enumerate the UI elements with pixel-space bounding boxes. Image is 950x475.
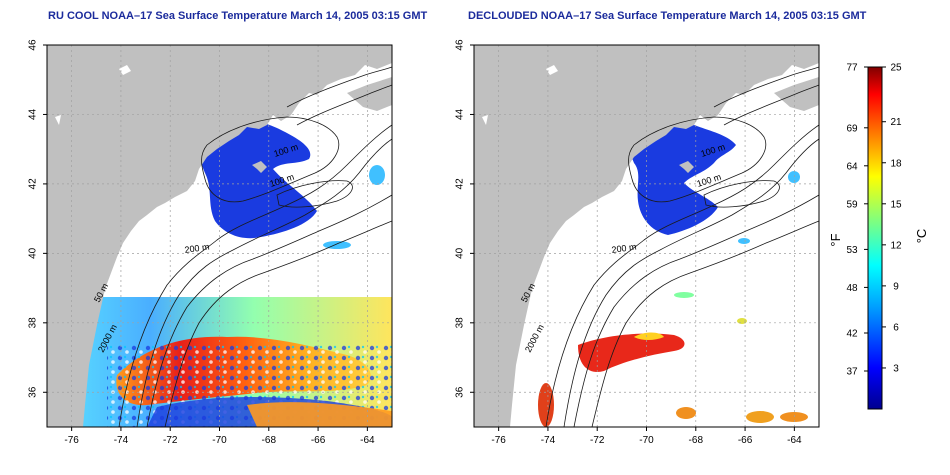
- celsius-tick-label: 25: [890, 63, 902, 74]
- grid: [474, 44, 819, 427]
- shelf-patch: [738, 238, 750, 244]
- celsius-tick-label: 15: [890, 199, 902, 210]
- lat-tick-label: 40: [455, 247, 466, 259]
- bathymetry-contour: [703, 180, 780, 208]
- bathymetry-contour: [276, 180, 353, 208]
- bathymetry-contour: [723, 84, 820, 126]
- celsius-tick-label: 18: [890, 158, 902, 169]
- celsius-tick-label: 21: [890, 117, 902, 128]
- celsius-tick-label: 6: [893, 322, 899, 333]
- lon-tick-label: -64: [787, 435, 802, 446]
- warm-eddy-edge: [634, 332, 664, 340]
- celsius-tick-label: 12: [890, 240, 902, 251]
- lon-tick-label: -68: [689, 435, 704, 446]
- lat-tick-label: 38: [28, 317, 39, 329]
- lat-tick-label: 42: [28, 178, 39, 190]
- right-panel-title: DECLOUDED NOAA–17 Sea Surface Temperatur…: [468, 10, 867, 22]
- bathymetry-contour: [563, 138, 820, 428]
- bathymetry-contour: [146, 194, 393, 428]
- land-mass: [47, 45, 392, 427]
- contour-label: 200 m: [184, 242, 210, 255]
- colorbar: 25 21 18 15 12 9 6 3 77 69 64 59 53 48 42 37 °F °C: [828, 63, 929, 410]
- lon-tick-label: -66: [311, 435, 326, 446]
- warm-eddy: [578, 333, 685, 372]
- bathymetry-contour: [713, 66, 820, 108]
- lat-tick-label: 44: [28, 108, 39, 120]
- shelf-patch: [369, 165, 385, 185]
- bathymetry-contours: [545, 66, 820, 428]
- lake: [55, 115, 61, 125]
- fahrenheit-tick-label: 53: [846, 245, 858, 256]
- lon-tick-label: -74: [114, 435, 129, 446]
- lat-tick-label: 38: [455, 317, 466, 329]
- lon-tick-label: -68: [262, 435, 277, 446]
- fahrenheit-tick-label: 77: [846, 63, 858, 74]
- warm-patch: [674, 292, 694, 298]
- contour-label: 200 m: [611, 242, 637, 255]
- axis-ticks: -76 -74 -72 -70 -68 -66 -64 36 38 40 42 44 46: [455, 39, 802, 446]
- colorbar-gradient: [867, 66, 883, 410]
- warm-patch: [780, 412, 808, 422]
- celsius-tick-label: 9: [893, 281, 899, 292]
- bathymetry-contour: [286, 66, 393, 108]
- grid: [47, 44, 392, 427]
- lon-tick-label: -70: [212, 435, 227, 446]
- bathymetry-contour: [628, 116, 767, 203]
- celsius-unit-label: °C: [914, 229, 929, 244]
- lon-tick-label: -76: [491, 435, 506, 446]
- lat-tick-label: 46: [28, 39, 39, 51]
- lake: [482, 115, 488, 125]
- coastal-warm-strip: [538, 383, 554, 427]
- land-mass: [474, 45, 819, 427]
- cold-water-gulf-of-maine: [199, 119, 317, 239]
- fahrenheit-tick-label: 69: [846, 123, 858, 134]
- axis-ticks: -76 -74 -72 -70 -68 -66 -64 36 38 40 42 44 46: [28, 39, 375, 446]
- lake: [119, 65, 131, 75]
- lat-tick-label: 36: [28, 386, 39, 398]
- lon-tick-label: -64: [360, 435, 375, 446]
- lon-tick-label: -72: [163, 435, 178, 446]
- cape-cod-land: [679, 161, 694, 173]
- warm-patch: [676, 407, 696, 419]
- bathymetry-contour: [118, 124, 393, 428]
- fahrenheit-unit-label: °F: [828, 233, 843, 246]
- lon-tick-label: -72: [590, 435, 605, 446]
- lat-tick-label: 42: [455, 178, 466, 190]
- bathymetry-contour: [136, 138, 393, 428]
- fahrenheit-tick-label: 64: [846, 161, 858, 172]
- lat-tick-label: 40: [28, 247, 39, 259]
- bathymetry-contours: [118, 66, 393, 428]
- lake: [546, 65, 558, 75]
- fahrenheit-tick-label: 42: [846, 329, 858, 340]
- fahrenheit-tick-label: 37: [846, 367, 858, 378]
- warm-southeast: [247, 402, 392, 427]
- bathymetry-contour: [573, 194, 820, 428]
- shelf-patch: [788, 171, 800, 183]
- lat-tick-label: 44: [455, 108, 466, 120]
- fahrenheit-tick-label: 59: [846, 199, 858, 210]
- left-panel-title: RU COOL NOAA–17 Sea Surface Temperature …: [48, 10, 428, 22]
- lat-tick-label: 46: [455, 39, 466, 51]
- cape-cod-land: [252, 161, 267, 173]
- celsius-tick-label: 3: [893, 363, 899, 374]
- lon-tick-label: -76: [64, 435, 79, 446]
- bathymetry-contour: [296, 84, 393, 126]
- bathymetry-contour: [591, 220, 820, 428]
- bathymetry-contour: [201, 116, 340, 203]
- warm-patch: [746, 411, 774, 423]
- lon-tick-label: -70: [639, 435, 654, 446]
- bathymetry-contour: [545, 124, 820, 428]
- lon-tick-label: -74: [541, 435, 556, 446]
- fahrenheit-tick-label: 48: [846, 283, 858, 294]
- lat-tick-label: 36: [455, 386, 466, 398]
- bathymetry-contour: [164, 220, 393, 428]
- lon-tick-label: -66: [738, 435, 753, 446]
